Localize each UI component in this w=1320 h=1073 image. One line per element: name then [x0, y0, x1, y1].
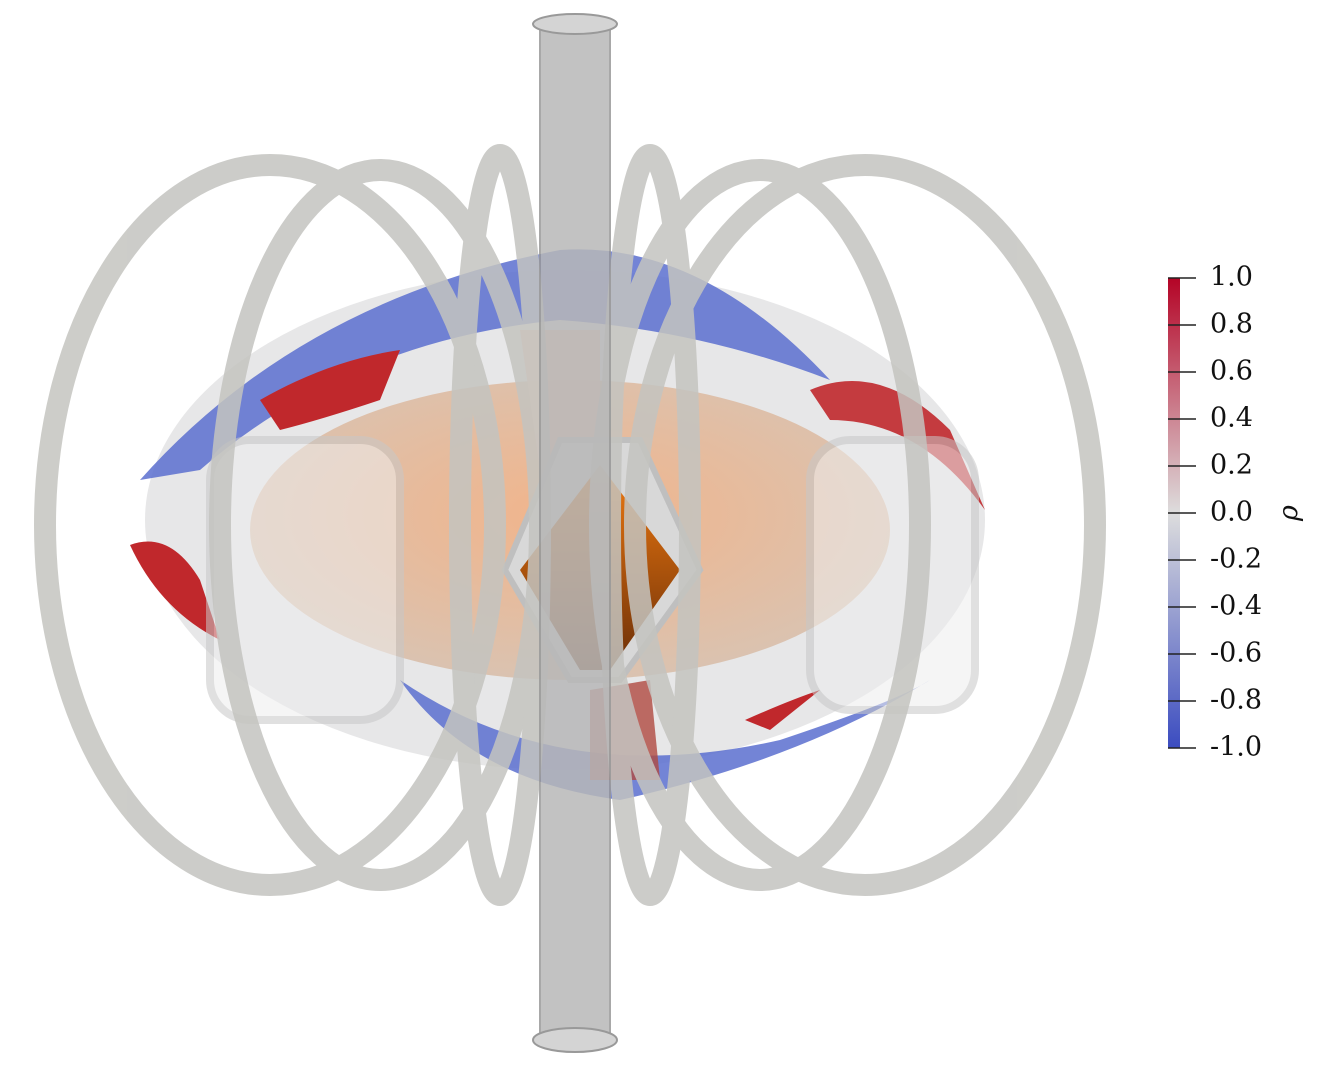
colorbar-tick-label: 0.4	[1210, 403, 1253, 434]
colorbar-tick-label: -0.4	[1210, 591, 1262, 622]
colorbar: ρ 1.0 0.8 0.6 0.4 0.2 0.0 -0.2 -0.4 -0.6 -0.8 -1.0	[1168, 262, 1305, 763]
colorbar-tick-label: 0.0	[1210, 497, 1253, 528]
colorbar-tick-label: 0.6	[1210, 356, 1253, 387]
colorbar-tick-label: 0.2	[1210, 450, 1253, 481]
colorbar-tick-label: 0.8	[1210, 309, 1253, 340]
colorbar-tick-label: -0.8	[1210, 685, 1262, 716]
tokamak-render	[34, 13, 1106, 1053]
colorbar-tick-label: -0.6	[1210, 638, 1262, 669]
colorbar-tick-label: -0.2	[1210, 544, 1262, 575]
colorbar-tick-label: -1.0	[1210, 732, 1262, 763]
colorbar-label: ρ	[1274, 505, 1305, 522]
colorbar-tick-label: 1.0	[1210, 262, 1253, 293]
